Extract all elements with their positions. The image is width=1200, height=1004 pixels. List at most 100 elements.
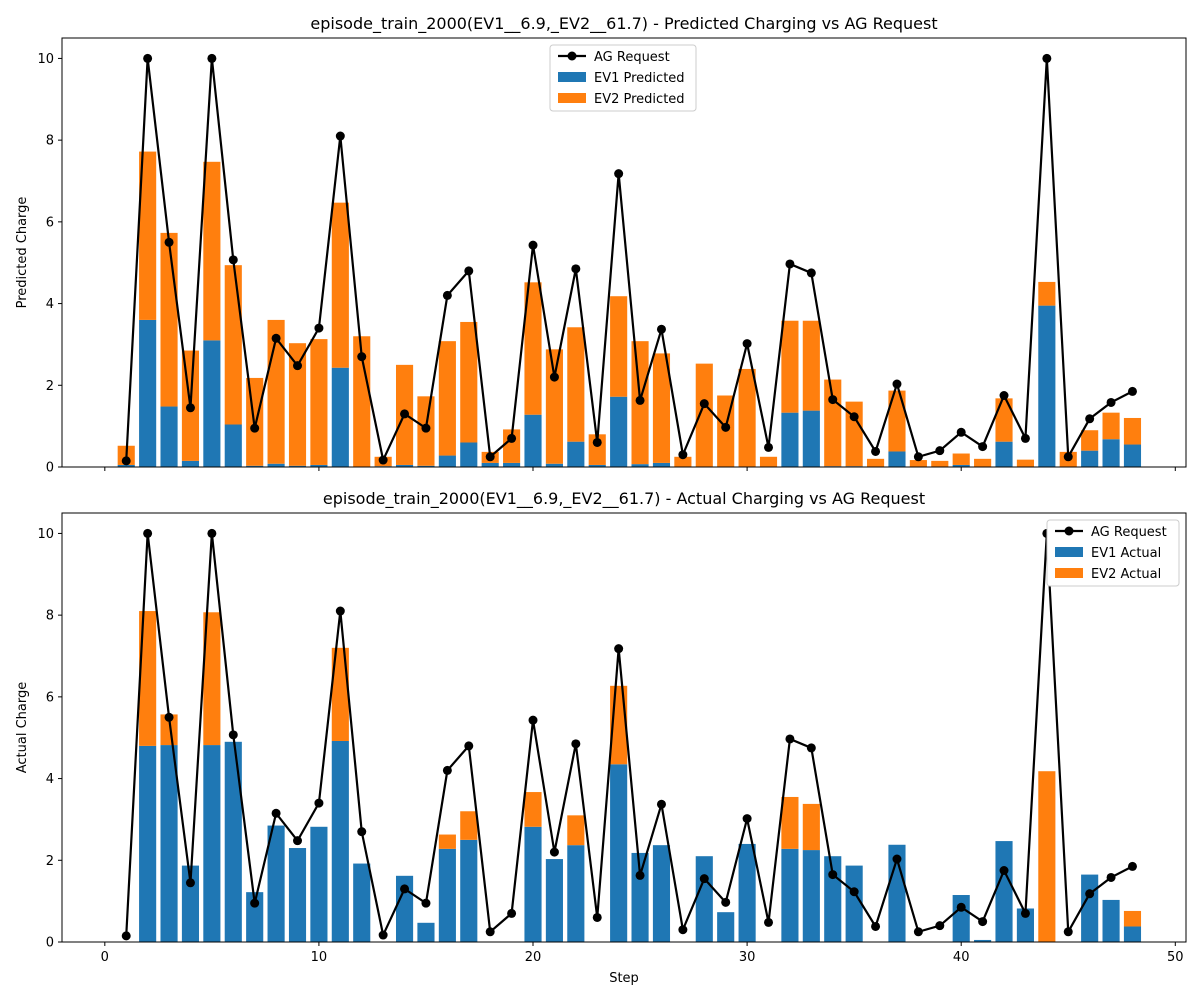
ag-request-point-step-43 bbox=[1020, 908, 1030, 918]
bar-ev2-predicted-step-22 bbox=[567, 327, 585, 442]
ag-request-point-step-29 bbox=[721, 897, 731, 907]
bar-ev2-actual-step-44 bbox=[1038, 771, 1056, 942]
ag-request-point-step-27 bbox=[678, 450, 688, 460]
ag-request-point-step-43 bbox=[1020, 433, 1030, 443]
y-tick-label: 0 bbox=[46, 461, 54, 476]
y-tick-label: 10 bbox=[37, 527, 54, 542]
bar-ev1-predicted-step-42 bbox=[995, 441, 1013, 467]
bar-ev1-actual-step-3 bbox=[160, 745, 178, 942]
bar-ev1-predicted-step-23 bbox=[588, 464, 606, 467]
bar-ev1-actual-step-35 bbox=[845, 865, 863, 942]
ag-request-point-step-6 bbox=[228, 255, 238, 265]
ag-request-point-step-36 bbox=[871, 921, 881, 931]
bar-ev1-predicted-step-21 bbox=[545, 463, 563, 467]
ag-request-point-step-17 bbox=[464, 266, 474, 276]
bar-ev1-actual-step-20 bbox=[524, 826, 542, 942]
ag-request-point-step-34 bbox=[828, 395, 838, 405]
bar-ev1-actual-step-16 bbox=[438, 848, 456, 942]
ag-request-point-step-47 bbox=[1106, 872, 1116, 882]
bar-ev2-predicted-step-34 bbox=[824, 379, 842, 467]
ag-request-point-step-33 bbox=[806, 268, 816, 278]
bar-ev1-actual-step-4 bbox=[181, 865, 200, 942]
ag-request-point-step-15 bbox=[421, 423, 431, 433]
ag-request-point-step-28 bbox=[699, 874, 709, 884]
bar-ev2-actual-step-2 bbox=[139, 611, 157, 746]
bar-ev2-predicted-step-27 bbox=[674, 456, 692, 467]
ag-request-point-step-21 bbox=[549, 847, 559, 857]
ag-request-point-step-13 bbox=[378, 930, 388, 940]
bar-ev2-predicted-step-12 bbox=[353, 336, 371, 467]
ag-request-point-step-18 bbox=[485, 452, 495, 462]
ag-request-point-step-33 bbox=[806, 743, 816, 753]
axes-frame bbox=[61, 512, 1187, 943]
bar-ev1-predicted-step-9 bbox=[288, 465, 307, 467]
ag-request-point-step-5 bbox=[207, 528, 217, 538]
ag-request-point-step-7 bbox=[250, 423, 260, 433]
ag-request-point-step-42 bbox=[999, 866, 1009, 875]
bar-ev1-actual-step-10 bbox=[310, 826, 328, 942]
bar-ev1-predicted-step-17 bbox=[460, 442, 478, 467]
bar-ev2-actual-step-17 bbox=[460, 811, 478, 840]
bar-ev2-predicted-step-5 bbox=[203, 161, 221, 341]
ag-request-point-step-15 bbox=[421, 898, 431, 908]
ag-request-point-step-31 bbox=[764, 442, 774, 452]
bar-ev1-predicted-step-8 bbox=[267, 463, 285, 467]
ag-request-point-step-2 bbox=[143, 53, 153, 63]
bar-ev1-actual-step-15 bbox=[417, 922, 435, 942]
legend-label: EV2 Predicted bbox=[594, 92, 685, 107]
ag-request-point-step-19 bbox=[507, 908, 517, 918]
bar-ev2-predicted-step-48 bbox=[1123, 417, 1142, 445]
bar-ev2-predicted-step-16 bbox=[438, 341, 456, 456]
bar-ev2-predicted-step-31 bbox=[759, 456, 778, 467]
ag-request-point-step-31 bbox=[764, 917, 774, 927]
axes-frame bbox=[61, 37, 1187, 468]
ag-request-point-step-11 bbox=[335, 606, 345, 616]
ag-request-point-step-37 bbox=[892, 854, 902, 864]
legend-label: EV2 Actual bbox=[1091, 567, 1161, 582]
ag-request-point-step-3 bbox=[164, 237, 174, 247]
ag-request-point-step-48 bbox=[1127, 861, 1137, 871]
y-tick-label: 4 bbox=[46, 297, 54, 312]
ag-request-point-step-45 bbox=[1063, 927, 1073, 937]
ag-request-point-step-2 bbox=[143, 528, 153, 538]
ag-request-point-step-34 bbox=[828, 870, 838, 880]
ag-request-point-step-38 bbox=[913, 452, 923, 462]
ag-request-point-step-7 bbox=[250, 898, 260, 908]
ag-request-point-step-20 bbox=[528, 715, 538, 725]
bar-ev2-actual-step-33 bbox=[802, 803, 820, 851]
bar-ev2-actual-step-5 bbox=[203, 612, 221, 746]
x-tick-label: 30 bbox=[739, 950, 756, 965]
bar-ev2-predicted-step-2 bbox=[139, 151, 157, 320]
bar-ev1-predicted-step-46 bbox=[1081, 450, 1099, 467]
bar-ev2-predicted-step-47 bbox=[1102, 412, 1120, 440]
y-axis-label: Actual Charge bbox=[15, 682, 30, 774]
ag-request-point-step-16 bbox=[442, 765, 452, 775]
y-tick-label: 0 bbox=[46, 936, 54, 951]
bar-ev2-predicted-step-44 bbox=[1038, 281, 1056, 306]
ag-request-point-step-35 bbox=[849, 887, 859, 897]
ag-request-point-step-3 bbox=[164, 712, 174, 722]
bar-ev1-actual-step-46 bbox=[1081, 874, 1099, 942]
bar-ev1-actual-step-43 bbox=[1016, 908, 1034, 942]
bar-ev1-predicted-step-33 bbox=[802, 410, 820, 467]
ag-request-point-step-12 bbox=[357, 352, 367, 362]
ag-request-point-step-10 bbox=[314, 798, 324, 808]
bar-ev1-actual-step-21 bbox=[545, 859, 563, 942]
ag-request-point-step-22 bbox=[571, 739, 581, 749]
ag-request-point-step-32 bbox=[785, 259, 795, 269]
chart-legend: AG Request EV1 Actual EV2 Actual bbox=[1046, 519, 1180, 587]
x-tick-label: 10 bbox=[311, 950, 328, 965]
bar-ev1-predicted-step-26 bbox=[652, 462, 671, 467]
ag-request-point-step-41 bbox=[978, 442, 988, 452]
ag-request-point-step-29 bbox=[721, 422, 731, 432]
bar-ev1-predicted-step-47 bbox=[1102, 439, 1120, 467]
bar-ev2-predicted-step-20 bbox=[524, 282, 542, 415]
bar-ev1-actual-step-6 bbox=[224, 741, 242, 942]
bar-ev1-actual-step-41 bbox=[974, 939, 992, 942]
bar-ev2-predicted-step-6 bbox=[224, 265, 242, 425]
bar-ev2-predicted-step-30 bbox=[738, 368, 756, 467]
bar-ev2-predicted-step-33 bbox=[802, 320, 820, 411]
bar-ev1-predicted-step-6 bbox=[224, 424, 242, 467]
